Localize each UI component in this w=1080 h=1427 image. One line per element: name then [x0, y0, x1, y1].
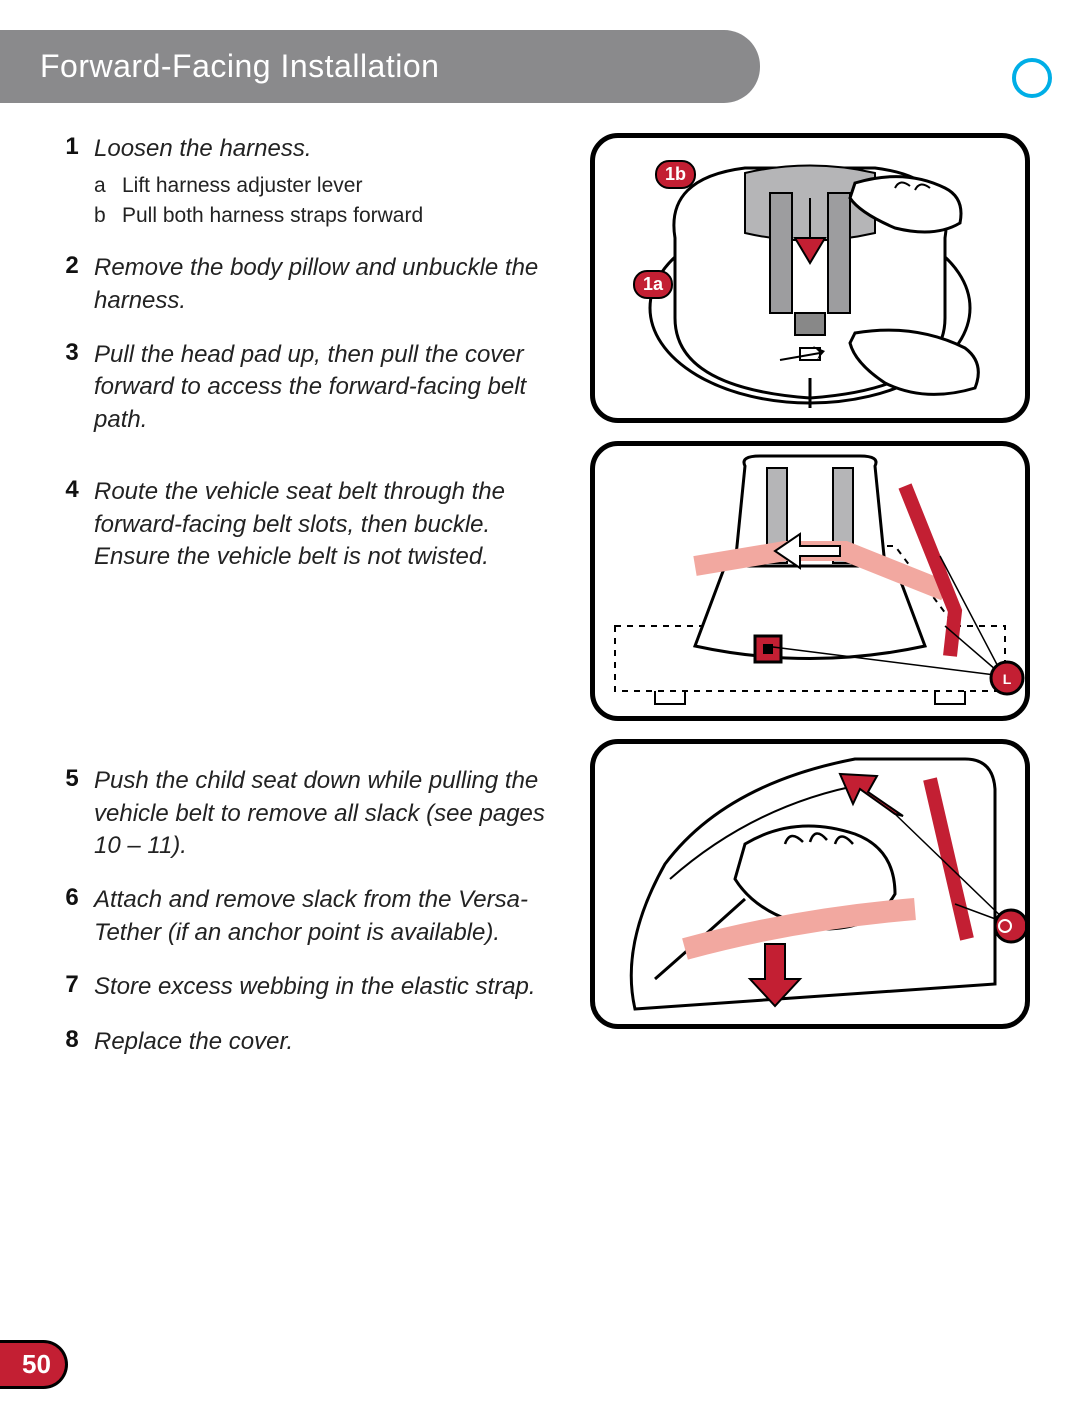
section-header: Forward-Facing Installation [0, 30, 760, 103]
step-number: 8 [50, 1026, 94, 1058]
corner-marker-icon [1012, 58, 1052, 98]
page-number: 50 [22, 1349, 51, 1379]
content-area: 1 Loosen the harness. a Lift harness adj… [0, 103, 1080, 1080]
step-text: Push the child seat down while pulling t… [94, 765, 570, 862]
step-number: 2 [50, 252, 94, 317]
substep-text: Pull both harness straps forward [122, 201, 423, 230]
illustrations-column: 1b 1a [590, 133, 1030, 1080]
step-number: 1 [50, 133, 94, 230]
section-title: Forward-Facing Installation [40, 48, 439, 84]
substep-a: a Lift harness adjuster lever [94, 171, 570, 200]
substep-letter: b [94, 201, 122, 230]
step-7: 7 Store excess webbing in the elastic st… [50, 971, 570, 1003]
step-number: 4 [50, 476, 94, 573]
page-number-badge: 50 [0, 1340, 68, 1389]
step-2: 2 Remove the body pillow and unbuckle th… [50, 252, 570, 317]
substep-letter: a [94, 171, 122, 200]
instructions-column: 1 Loosen the harness. a Lift harness adj… [50, 133, 570, 1080]
step-text: Attach and remove slack from the Versa-T… [94, 884, 570, 949]
svg-text:L: L [1003, 671, 1012, 687]
step-text: Replace the cover. [94, 1026, 570, 1058]
step-6: 6 Attach and remove slack from the Versa… [50, 884, 570, 949]
step-text: Route the vehicle seat belt through the … [94, 476, 570, 573]
substep-b: b Pull both harness straps forward [94, 201, 570, 230]
figure-1: 1b 1a [590, 133, 1030, 423]
step-4: 4 Route the vehicle seat belt through th… [50, 476, 570, 573]
step-text: Remove the body pillow and unbuckle the … [94, 252, 570, 317]
step-number: 5 [50, 765, 94, 862]
step-number: 7 [50, 971, 94, 1003]
step-1: 1 Loosen the harness. a Lift harness adj… [50, 133, 570, 230]
step-number: 6 [50, 884, 94, 949]
step-8: 8 Replace the cover. [50, 1026, 570, 1058]
substep-text: Lift harness adjuster lever [122, 171, 362, 200]
callout-1b: 1b [655, 160, 696, 189]
step-text: Loosen the harness. [94, 133, 570, 165]
figure-3 [590, 739, 1030, 1029]
callout-1a: 1a [633, 270, 673, 299]
step-3: 3 Pull the head pad up, then pull the co… [50, 339, 570, 436]
step-text: Pull the head pad up, then pull the cove… [94, 339, 570, 436]
step-text: Store excess webbing in the elastic stra… [94, 971, 570, 1003]
figure-2: L [590, 441, 1030, 721]
step-5: 5 Push the child seat down while pulling… [50, 765, 570, 862]
step-number: 3 [50, 339, 94, 436]
